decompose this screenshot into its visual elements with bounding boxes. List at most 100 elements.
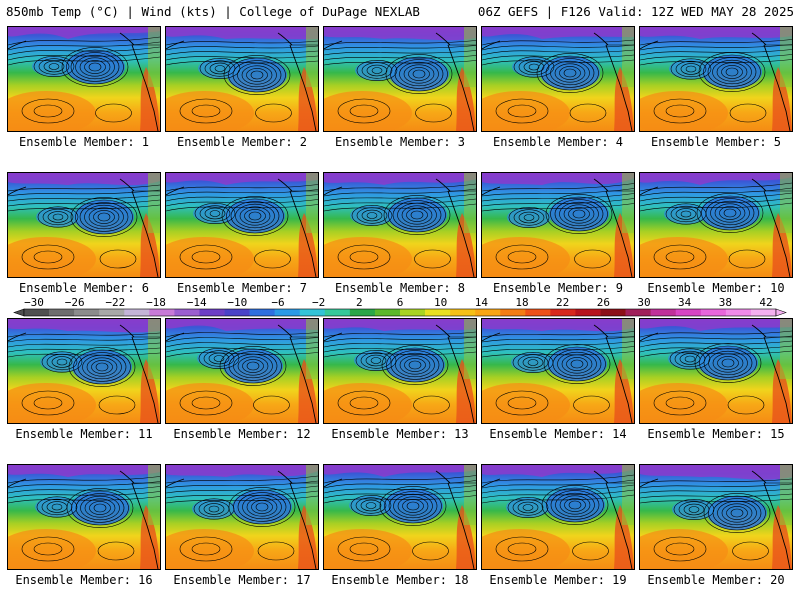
warm-shading <box>8 91 96 131</box>
coastlines <box>324 32 476 131</box>
temperature-map <box>324 27 476 131</box>
trough-shading <box>232 490 292 524</box>
colorbar-swatch <box>625 309 651 316</box>
temperature-map <box>166 319 318 423</box>
cold-core-shading <box>482 27 634 39</box>
colorbar-swatch <box>575 309 601 316</box>
contour-lines <box>8 184 160 270</box>
ensemble-member-label: Ensemble Member: 2 <box>176 135 308 149</box>
coastlines <box>324 178 476 277</box>
cold-core-shading <box>640 465 792 480</box>
temperature-map <box>482 319 634 423</box>
trough-shading <box>547 347 607 381</box>
contour-lines <box>8 332 160 416</box>
colorbar-swatch <box>324 309 351 316</box>
coastlines <box>166 178 318 277</box>
cold-core-shading <box>324 173 476 185</box>
coastlines <box>640 470 792 569</box>
ensemble-member-label: Ensemble Member: 13 <box>331 427 469 441</box>
coastlines <box>640 32 792 131</box>
cold-core-shading <box>482 319 634 332</box>
trough-shading <box>385 348 445 382</box>
colorbar-swatch <box>224 309 250 316</box>
colorbar-tick-label: −30 <box>24 296 44 309</box>
colorbar-tick-label: −10 <box>227 296 248 309</box>
colorbar-swatch <box>475 309 501 316</box>
ensemble-map-panel <box>323 172 477 278</box>
trough-shading <box>549 197 609 231</box>
warm-shading <box>482 529 570 569</box>
coastlines <box>8 32 160 131</box>
colorbar-tick-label: 14 <box>474 296 488 309</box>
colorbar-swatch <box>650 309 677 316</box>
warm-shading <box>482 91 570 131</box>
warm-shading <box>8 383 96 423</box>
ensemble-member-label: Ensemble Member: 14 <box>489 427 627 441</box>
ensemble-map-panel <box>7 464 161 570</box>
ensemble-member-label: Ensemble Member: 6 <box>18 281 150 295</box>
coastlines <box>8 178 160 277</box>
colorbar-tick-label: −22 <box>105 296 126 309</box>
colorbar-swatch <box>600 309 626 316</box>
colorbar-swatch <box>500 309 526 316</box>
warm-shading <box>166 383 254 423</box>
warm-shading <box>324 237 412 277</box>
coastlines <box>482 178 634 277</box>
warm-shading <box>640 383 728 423</box>
ensemble-member-label: Ensemble Member: 9 <box>492 281 624 295</box>
ensemble-member-label: Ensemble Member: 8 <box>334 281 466 295</box>
cold-core-shading <box>166 319 318 331</box>
run-valid-time: 06Z GEFS | F126 Valid: 12Z WED MAY 28 20… <box>477 4 794 19</box>
cold-core-shading <box>8 319 160 333</box>
trough-shading <box>383 489 443 523</box>
warm-shading <box>324 91 412 131</box>
colorbar-tick-label: −2 <box>312 296 326 309</box>
ensemble-map-panel <box>639 26 793 132</box>
colorbar-swatch <box>49 309 75 316</box>
coastlines <box>8 470 160 569</box>
colorbar-swatch <box>199 309 225 316</box>
trough-shading <box>387 198 447 232</box>
ensemble-map-panel <box>481 26 635 132</box>
map-title: 850mb Temp (°C) | Wind (kts) | College o… <box>6 4 420 19</box>
colorbar-tick-label: 22 <box>556 296 570 309</box>
ensemble-map-panel <box>323 464 477 570</box>
coastlines <box>8 324 160 423</box>
cold-core-shading <box>482 173 634 185</box>
colorbar-tick-label: 38 <box>718 296 732 309</box>
colorbar-swatch <box>700 309 727 316</box>
colorbar-swatch <box>274 309 301 316</box>
cold-core-shading <box>166 465 318 477</box>
trough-shading <box>545 488 605 522</box>
ensemble-map-panel <box>165 172 319 278</box>
contour-lines <box>640 330 792 416</box>
colorbar-swatch <box>174 309 200 316</box>
colorbar-graphic <box>13 308 787 317</box>
colorbar-swatch <box>450 309 476 316</box>
cold-core-shading <box>640 173 792 185</box>
temperature-map <box>640 319 792 423</box>
colorbar-swatch <box>400 309 426 316</box>
colorbar-tick-label: 6 <box>396 296 404 309</box>
ensemble-member-label: Ensemble Member: 20 <box>647 573 785 587</box>
colorbar-arrow-right <box>775 308 787 317</box>
ensemble-map-panel <box>481 172 635 278</box>
contour-lines <box>324 40 476 124</box>
warm-shading <box>482 383 570 423</box>
coastlines <box>166 470 318 569</box>
warm-shading <box>8 237 96 277</box>
ensemble-map-panel <box>639 464 793 570</box>
coastlines <box>324 324 476 423</box>
colorbar-tick-label: 42 <box>759 296 773 309</box>
ensemble-map-panel <box>165 318 319 424</box>
ensemble-map-panel <box>165 26 319 132</box>
trough-shading <box>227 58 287 92</box>
contour-lines <box>482 474 634 562</box>
ensemble-member-label: Ensemble Member: 17 <box>173 573 311 587</box>
trough-shading <box>702 55 762 89</box>
coastlines <box>640 324 792 423</box>
coastlines <box>166 324 318 423</box>
colorbar-swatch <box>425 309 451 316</box>
ensemble-map-panel <box>481 464 635 570</box>
